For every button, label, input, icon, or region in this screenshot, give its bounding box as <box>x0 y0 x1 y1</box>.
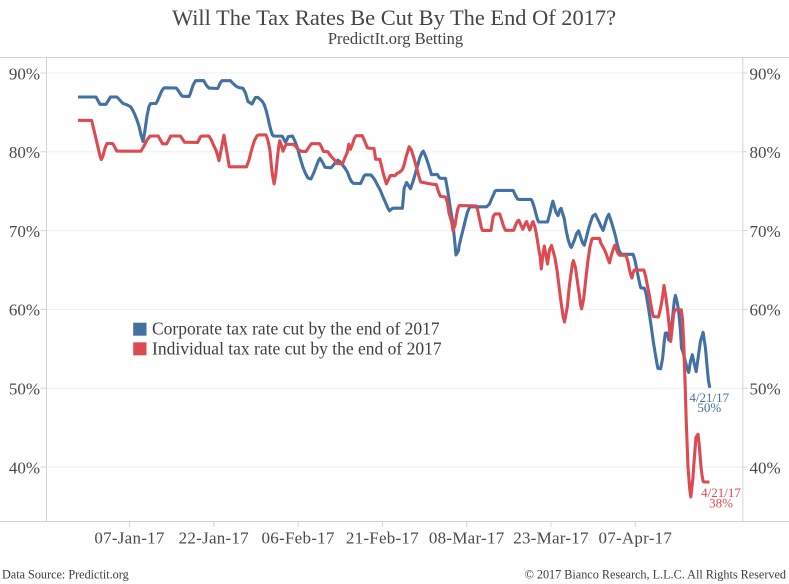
svg-text:90%: 90% <box>9 64 40 83</box>
svg-text:50%: 50% <box>9 380 40 399</box>
svg-text:23-Mar-17: 23-Mar-17 <box>513 528 589 547</box>
svg-text:© 2017 Bianco Research, L.L.C.: © 2017 Bianco Research, L.L.C. All Right… <box>525 568 786 582</box>
svg-text:70%: 70% <box>750 222 781 241</box>
svg-text:80%: 80% <box>750 143 781 162</box>
svg-text:50%: 50% <box>750 380 781 399</box>
svg-text:06-Feb-17: 06-Feb-17 <box>262 528 335 547</box>
svg-text:70%: 70% <box>9 222 40 241</box>
svg-text:08-Mar-17: 08-Mar-17 <box>429 528 505 547</box>
svg-text:40%: 40% <box>9 458 40 477</box>
svg-text:4/21/17: 4/21/17 <box>689 390 729 405</box>
svg-text:07-Apr-17: 07-Apr-17 <box>598 528 672 547</box>
svg-text:50%: 50% <box>697 400 721 415</box>
svg-text:38%: 38% <box>709 496 733 511</box>
svg-text:22-Jan-17: 22-Jan-17 <box>179 528 249 547</box>
svg-text:21-Feb-17: 21-Feb-17 <box>346 528 419 547</box>
svg-text:80%: 80% <box>9 143 40 162</box>
svg-text:Individual tax rate cut by the: Individual tax rate cut by the end of 20… <box>152 338 442 358</box>
svg-text:Corporate tax rate cut by the: Corporate tax rate cut by the end of 201… <box>152 319 440 339</box>
svg-text:4/21/17: 4/21/17 <box>701 485 741 500</box>
svg-text:90%: 90% <box>750 64 781 83</box>
svg-text:07-Jan-17: 07-Jan-17 <box>94 528 164 547</box>
svg-text:60%: 60% <box>750 301 781 320</box>
svg-text:40%: 40% <box>750 458 781 477</box>
svg-text:PredictIt.org Betting: PredictIt.org Betting <box>328 29 463 48</box>
svg-text:Will The Tax Rates Be Cut By T: Will The Tax Rates Be Cut By The End Of … <box>172 5 616 30</box>
svg-text:60%: 60% <box>9 301 40 320</box>
svg-text:Data Source: Predictit.org: Data Source: Predictit.org <box>2 568 129 582</box>
